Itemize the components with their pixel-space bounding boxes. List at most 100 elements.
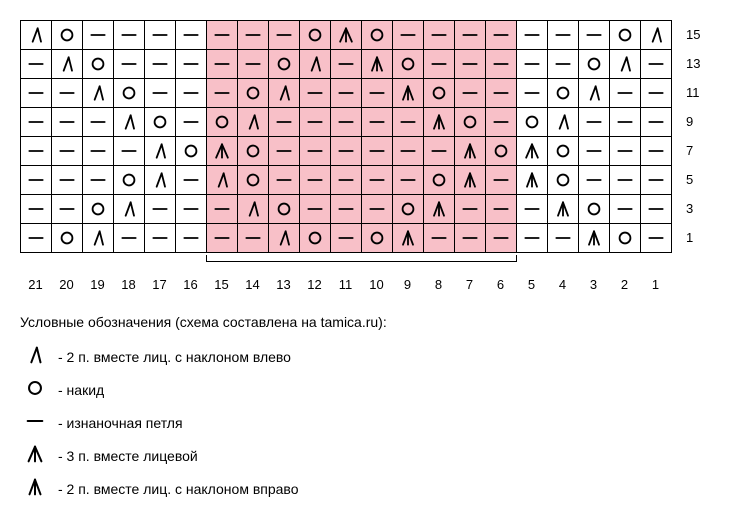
cell (331, 108, 362, 137)
cell (641, 195, 672, 224)
cell (207, 137, 238, 166)
cell (579, 195, 610, 224)
cell (21, 137, 52, 166)
cell (424, 50, 455, 79)
row-label: 11 (686, 78, 700, 107)
col-label: 1 (640, 277, 671, 292)
cell (207, 224, 238, 253)
cell (238, 195, 269, 224)
cell (21, 50, 52, 79)
col-label: 7 (454, 277, 485, 292)
cell (300, 195, 331, 224)
legend-text: - 3 п. вместе лицевой (58, 448, 198, 464)
cell (207, 21, 238, 50)
cell (238, 21, 269, 50)
col-label: 21 (20, 277, 51, 292)
cell (300, 224, 331, 253)
cell (269, 166, 300, 195)
col-label: 8 (423, 277, 454, 292)
legend-item: - 2 п. вместе лиц. с наклоном вправо (20, 476, 734, 501)
legend-item: - 2 п. вместе лиц. с наклоном влево (20, 344, 734, 369)
cell (486, 137, 517, 166)
cell (641, 108, 672, 137)
col-label: 5 (516, 277, 547, 292)
cell (610, 108, 641, 137)
cell (300, 137, 331, 166)
knitting-chart: 212019181716151413121110987654321 151311… (20, 20, 734, 292)
cell (145, 21, 176, 50)
cell (517, 195, 548, 224)
cell (610, 50, 641, 79)
row-label: 1 (686, 223, 700, 252)
cell (114, 224, 145, 253)
row-label: 7 (686, 136, 700, 165)
cell (269, 137, 300, 166)
cell (486, 166, 517, 195)
cell (114, 195, 145, 224)
col-label: 12 (299, 277, 330, 292)
cell (238, 50, 269, 79)
cell (362, 79, 393, 108)
column-labels: 212019181716151413121110987654321 (20, 277, 672, 292)
cell (300, 166, 331, 195)
cell (548, 195, 579, 224)
cell (83, 195, 114, 224)
cell (114, 137, 145, 166)
cell (176, 108, 207, 137)
col-label: 2 (609, 277, 640, 292)
cell (548, 79, 579, 108)
cell (424, 166, 455, 195)
col-label: 17 (144, 277, 175, 292)
cell (393, 137, 424, 166)
cell (424, 224, 455, 253)
cell (269, 108, 300, 137)
cell (83, 21, 114, 50)
cell (114, 50, 145, 79)
cell (579, 166, 610, 195)
cell (207, 166, 238, 195)
cell (21, 166, 52, 195)
cell (486, 21, 517, 50)
cell (486, 50, 517, 79)
purl-icon (20, 410, 50, 435)
cell (393, 108, 424, 137)
cell (145, 166, 176, 195)
cell (207, 50, 238, 79)
cell (145, 224, 176, 253)
col-label: 16 (175, 277, 206, 292)
cell (517, 79, 548, 108)
k2tog-icon (20, 476, 50, 501)
col-label: 9 (392, 277, 423, 292)
cell (114, 108, 145, 137)
cell (362, 137, 393, 166)
cell (579, 79, 610, 108)
cell (362, 50, 393, 79)
cell (517, 21, 548, 50)
cell (238, 108, 269, 137)
cell (21, 224, 52, 253)
chart-grid (20, 20, 672, 253)
cell (83, 224, 114, 253)
legend-title: Условные обозначения (схема составлена н… (20, 314, 734, 330)
cell (517, 166, 548, 195)
repeat-bracket (20, 255, 672, 263)
cell (641, 21, 672, 50)
cell (641, 50, 672, 79)
col-label: 4 (547, 277, 578, 292)
cell (114, 21, 145, 50)
cell (238, 224, 269, 253)
cell (424, 21, 455, 50)
cell (393, 79, 424, 108)
legend-text: - 2 п. вместе лиц. с наклоном вправо (58, 481, 299, 497)
cell (455, 21, 486, 50)
cell (83, 166, 114, 195)
cell (548, 108, 579, 137)
cell (269, 21, 300, 50)
cell (52, 166, 83, 195)
row-label: 5 (686, 165, 700, 194)
cell (424, 137, 455, 166)
legend-item: - 3 п. вместе лицевой (20, 443, 734, 468)
cell (579, 50, 610, 79)
cell (579, 137, 610, 166)
cell (424, 79, 455, 108)
